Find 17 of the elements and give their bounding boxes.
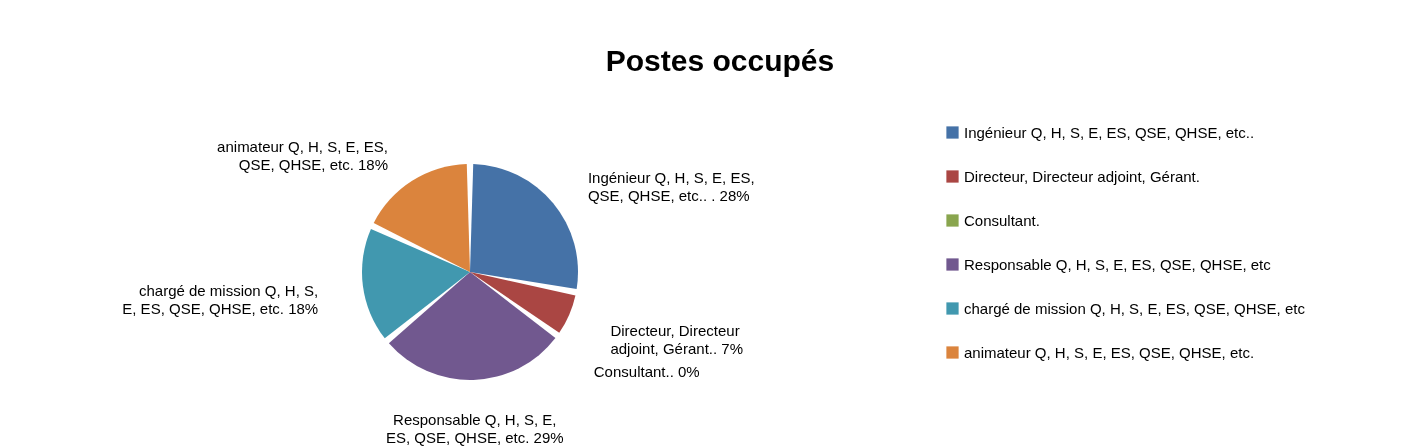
data-label: animateur Q, H, S, E, ES, QSE, QHSE, etc. 18% bbox=[217, 138, 389, 174]
data-label: Responsable Q, H, S, E, ES, QSE, QHSE, etc. 29% bbox=[386, 410, 564, 446]
data-label: Directeur, Directeur adjoint, Gérant.. 7% bbox=[610, 321, 743, 357]
legend-label: Directeur, Directeur adjoint, Gérant. bbox=[964, 167, 1200, 185]
pie-slice bbox=[470, 272, 576, 333]
data-label: chargé de mission Q, H, S, E, ES, QSE, QHSE, etc. 18% bbox=[122, 281, 319, 317]
data-label: Ingénieur Q, H, S, E, ES, QSE, QHSE, etc.. . 28% bbox=[587, 168, 755, 204]
legend-label: Consultant. bbox=[964, 211, 1040, 229]
pie-slice bbox=[362, 228, 470, 339]
pie-slice bbox=[470, 164, 578, 290]
text: Consultant.. 0% bbox=[593, 362, 700, 380]
legend-label: animateur Q, H, S, E, ES, QSE, QHSE, etc. bbox=[964, 343, 1255, 361]
legend-label: Responsable Q, H, S, E, ES, QSE, QHSE, etc bbox=[964, 255, 1272, 273]
chart-title: Postes occupés bbox=[605, 44, 835, 77]
legend-label: chargé de mission Q, H, S, E, ES, QSE, QHSE, etc bbox=[964, 299, 1306, 317]
pie-slice bbox=[388, 272, 556, 380]
legend-label: Ingénieur Q, H, S, E, ES, QSE, QHSE, etc.. bbox=[964, 123, 1255, 141]
